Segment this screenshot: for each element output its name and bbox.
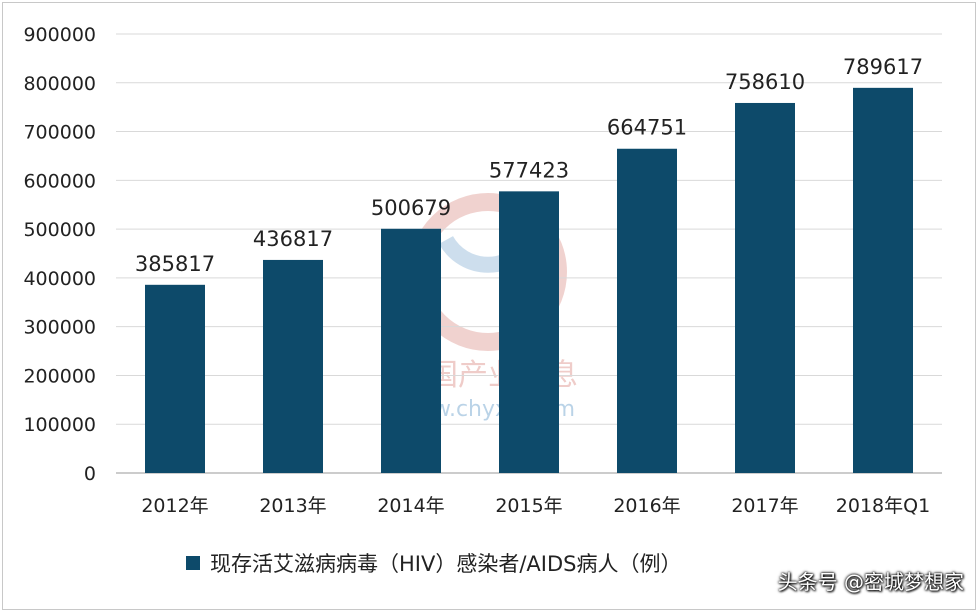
y-tick-label: 600000 [23,170,96,192]
x-tick-label: 2014年 [377,495,444,517]
legend: 现存活艾滋病病毒（HIV）感染者/AIDS病人（例） [186,548,681,578]
x-tick-label: 2015年 [495,495,562,517]
data-label: 758610 [725,70,805,94]
x-axis: 2012年 2013年 2014年 2015年 2016年 2017年 2018年Q1 [141,495,930,517]
y-axis: 0 100000 200000 300000 400000 500000 600000 700… [23,24,96,485]
data-label: 789617 [843,55,923,79]
data-label: 500679 [371,196,451,220]
y-tick-label: 300000 [23,317,96,339]
x-tick-label: 2013年 [259,495,326,517]
data-label: 664751 [607,116,687,140]
y-tick-label: 0 [84,463,96,485]
data-label: 436817 [253,227,333,251]
legend-label: 现存活艾滋病病毒（HIV）感染者/AIDS病人（例） [210,552,682,576]
y-tick-label: 400000 [23,268,96,290]
bar [145,284,205,473]
x-tick-label: 2018年Q1 [836,495,930,517]
data-label: 577423 [489,158,569,182]
y-tick-label: 200000 [23,365,96,387]
bar [617,148,677,473]
y-tick-label: 700000 [23,122,96,144]
y-tick-label: 800000 [23,73,96,95]
legend-swatch [186,556,200,570]
credit-text: 头条号 @密城梦想家 [777,570,964,594]
bar [853,87,913,473]
x-tick-label: 2012年 [141,495,208,517]
x-tick-label: 2017年 [731,495,798,517]
bar [499,191,559,473]
data-label: 385817 [135,252,215,276]
bar [735,102,795,473]
y-tick-label: 100000 [23,414,96,436]
y-tick-label: 500000 [23,219,96,241]
y-tick-label: 900000 [23,24,96,46]
bar [263,259,323,473]
data-labels: 385817 436817 500679 577423 664751 758610 7896… [135,55,923,276]
bar [381,228,441,473]
x-tick-label: 2016年 [613,495,680,517]
bars [145,87,913,473]
